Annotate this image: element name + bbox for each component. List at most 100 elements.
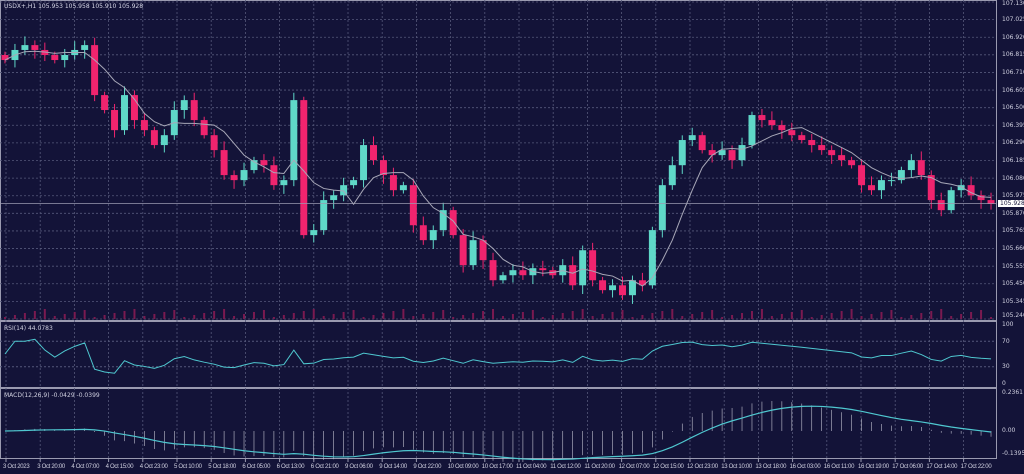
time-label: 11 Oct 12:00 <box>550 464 581 470</box>
volume-bar <box>950 316 953 319</box>
bull-candle <box>121 95 128 131</box>
volume-bar <box>760 309 763 319</box>
volume-bar <box>721 317 724 319</box>
price-tick-label: 106.395 <box>1002 121 1024 129</box>
volume-bar <box>810 317 813 319</box>
volume-bar <box>770 316 773 319</box>
bull-candle <box>499 275 507 281</box>
volume-bar <box>631 317 634 319</box>
bull-candle <box>180 100 188 111</box>
volume-bar <box>53 316 56 319</box>
time-label: 6 Oct 13:00 <box>276 464 305 470</box>
time-label: 13 Oct 18:00 <box>755 464 787 470</box>
volume-bar <box>163 312 166 319</box>
bear-candle <box>140 120 148 131</box>
bear-candle <box>539 268 547 271</box>
time-label: 5 Oct 10:00 <box>174 464 202 470</box>
bull-candle <box>439 210 447 231</box>
rsi-tick-label: 0 <box>1002 380 1006 387</box>
symbol-label: USDX+,H1 105.953 105.958 105.910 105.928 <box>4 3 144 10</box>
bear-candle <box>270 165 278 186</box>
volume-bar <box>63 314 66 319</box>
price-tick-label: 106.290 <box>1002 139 1024 147</box>
price-tick-label: 107.025 <box>1002 16 1024 24</box>
price-tick-label: 106.605 <box>1002 86 1024 94</box>
time-label: 17 Oct 14:00 <box>926 464 958 470</box>
volume-bar <box>641 315 644 319</box>
price-tick-label: 105.660 <box>1002 245 1024 253</box>
time-label: 6 Oct 21:00 <box>310 464 339 470</box>
bear-candle <box>778 125 786 131</box>
bear-candle <box>190 100 198 121</box>
volume-bar <box>741 313 744 319</box>
time-label: 17 Oct 22:00 <box>960 464 992 470</box>
volume-bar <box>860 316 863 319</box>
bear-candle <box>459 235 467 266</box>
volume-bar <box>511 314 514 319</box>
bear-candle <box>788 130 796 136</box>
volume-bar <box>701 312 704 319</box>
time-label: 16 Oct 03:00 <box>789 464 821 470</box>
time-label: 17 Oct 06:00 <box>892 464 923 470</box>
volume-bar <box>492 309 495 319</box>
bull-candle <box>957 185 965 191</box>
bull-candle <box>61 55 69 61</box>
volume-bar <box>482 311 485 319</box>
volume-bar <box>432 312 435 319</box>
volume-bar <box>143 316 146 319</box>
volume-bar <box>342 312 345 319</box>
time-label: 10 Oct 17:00 <box>481 464 513 470</box>
time-label: 9 Oct 06:00 <box>345 464 373 470</box>
bear-candle <box>917 160 925 176</box>
time-label: 9 Oct 14:00 <box>379 464 407 470</box>
bear-candle <box>489 260 497 281</box>
bear-candle <box>858 165 866 186</box>
price-tick-label: 105.450 <box>1002 280 1024 288</box>
volume-bar <box>980 310 983 319</box>
volume-bar <box>880 312 883 319</box>
time-label: 12 Oct 07:00 <box>618 464 650 470</box>
volume-bar <box>213 311 216 319</box>
time-label: 16 Oct 11:00 <box>823 464 855 470</box>
volume-bar <box>133 309 136 319</box>
volume-bar <box>890 310 893 319</box>
bear-candle <box>1 55 9 61</box>
time-label: 12 Oct 15:00 <box>652 464 684 470</box>
bear-candle <box>409 185 417 226</box>
price-tick-label: 106.920 <box>1002 33 1024 41</box>
moving-average-line <box>4 50 992 287</box>
bear-candle <box>91 45 99 96</box>
time-label: 13 Oct 10:00 <box>721 464 752 470</box>
rsi-tick-label: 70 <box>1002 337 1010 345</box>
bear-candle <box>300 100 308 236</box>
bear-candle <box>927 175 935 201</box>
bull-candle <box>609 285 617 291</box>
macd-tick-label: 0.2361 <box>1002 389 1023 396</box>
bear-candle <box>698 135 706 151</box>
bear-candle <box>708 150 716 156</box>
bear-candle <box>449 210 457 236</box>
bear-candle <box>220 150 228 176</box>
bull-candle <box>628 280 636 296</box>
volume-bar <box>302 311 305 319</box>
volume-bar <box>621 310 624 319</box>
volume-bar <box>731 315 734 319</box>
volume-bar <box>282 315 285 319</box>
volume-bar <box>193 315 196 319</box>
volume-bar <box>960 314 963 319</box>
bear-candle <box>370 145 377 161</box>
current-price-tag: 105.928 <box>998 200 1024 208</box>
bull-candle <box>290 100 298 181</box>
volume-bar <box>541 317 544 319</box>
volume-bar <box>920 313 923 319</box>
bull-candle <box>579 250 587 286</box>
price-tick-label: 105.765 <box>1002 227 1024 235</box>
volume-bar <box>990 317 993 319</box>
volume-bar <box>691 314 694 319</box>
volume-bar <box>3 317 6 319</box>
time-label: 4 Oct 23:00 <box>139 464 168 470</box>
volume-bar <box>13 315 16 319</box>
bear-candle <box>838 155 846 161</box>
volume-bar <box>173 310 176 319</box>
